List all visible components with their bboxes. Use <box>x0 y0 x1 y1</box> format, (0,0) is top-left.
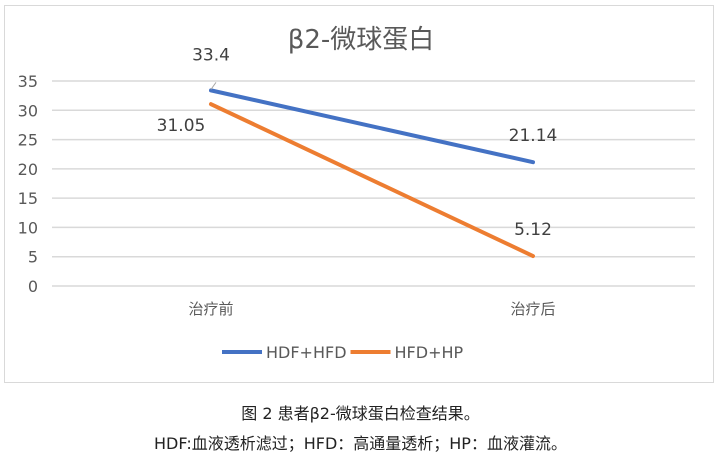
y-tick-label: 10 <box>18 218 38 237</box>
y-tick-label: 15 <box>18 189 38 208</box>
data-label: 33.4 <box>192 45 230 65</box>
data-label: 5.12 <box>514 220 552 240</box>
leader-line <box>210 82 217 90</box>
chart-title: β2-微球蛋白 <box>288 25 435 55</box>
figure-legend-note: HDF:血液透析滤过；HFD：高通量透析；HP：血液灌流。 <box>154 434 567 453</box>
series-line-HDF+HFD <box>209 88 535 165</box>
y-tick-label: 30 <box>18 101 38 120</box>
y-tick-label: 20 <box>18 160 38 179</box>
data-label: 31.05 <box>157 116 206 136</box>
y-tick-label: 35 <box>18 72 38 91</box>
y-tick-label: 25 <box>18 131 38 150</box>
legend-label: HFD+HP <box>395 343 464 362</box>
y-tick-label: 5 <box>28 248 38 267</box>
data-label: 21.14 <box>509 126 558 146</box>
line-chart: β2-微球蛋白 0 5 10 15 20 25 30 35 治疗前 治疗后 33.4 21.14 31.0… <box>18 25 695 362</box>
x-tick-label: 治疗后 <box>510 300 555 318</box>
series-line-HFD+HP <box>209 102 535 259</box>
figure-caption: 图 2 患者β2-微球蛋白检查结果。 <box>241 404 480 423</box>
legend-label: HDF+HFD <box>266 343 347 362</box>
y-tick-label: 0 <box>28 277 38 296</box>
chart-frame <box>4 5 714 383</box>
x-tick-label: 治疗前 <box>188 300 233 318</box>
